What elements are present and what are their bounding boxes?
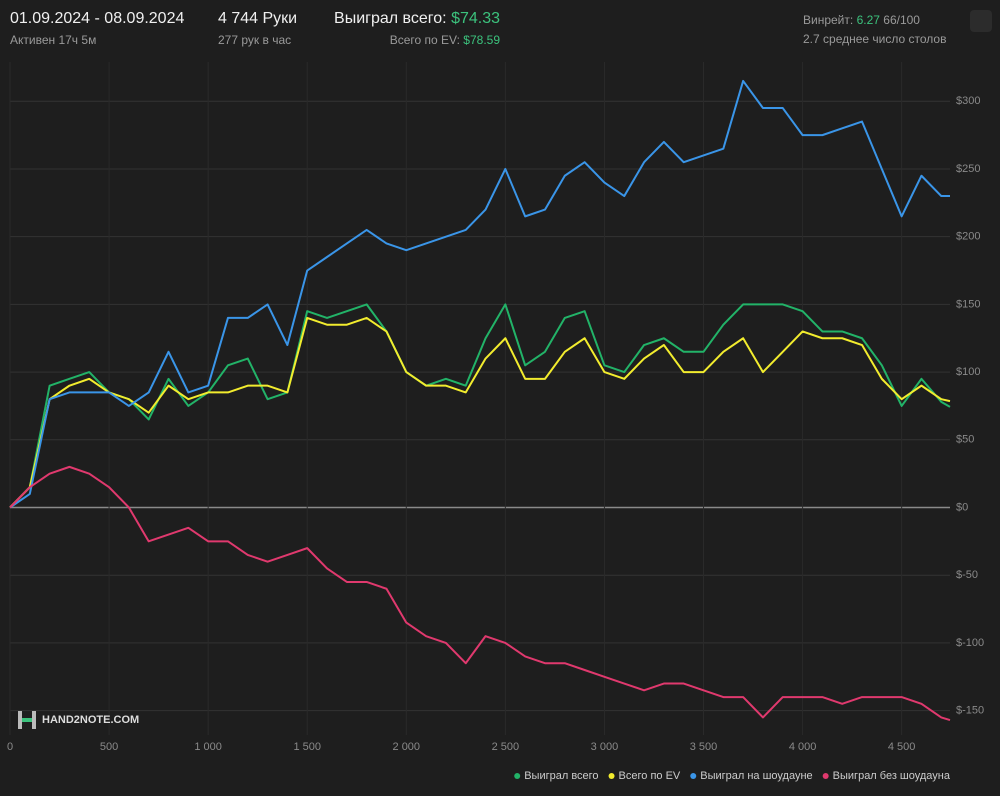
legend-label: Выиграл на шоудауне — [700, 770, 812, 782]
y-tick-label: $250 — [956, 163, 980, 175]
legend-dot — [608, 773, 615, 779]
legend-dot — [822, 773, 829, 779]
series-line — [9, 79, 950, 509]
dates-block: 01.09.2024 - 08.09.2024 Активен 17ч 5м — [10, 10, 184, 47]
y-tick-label: $50 — [956, 434, 974, 446]
x-tick-label: 3 500 — [690, 741, 718, 753]
y-tick-label: $-50 — [956, 569, 978, 581]
x-tick-label: 0 — [7, 741, 13, 753]
y-tick-label: $300 — [956, 95, 980, 107]
ev-value: $78.59 — [463, 33, 500, 47]
x-tick-label: 4 500 — [888, 741, 916, 753]
legend-dot — [514, 773, 521, 779]
x-tick-label: 2 500 — [492, 741, 520, 753]
won-value: $74.33 — [451, 10, 500, 27]
y-tick-label: $0 — [956, 501, 968, 513]
x-tick-label: 1 000 — [194, 741, 222, 753]
logo: HAND2NOTE.COM — [18, 711, 139, 729]
legend-label: Выиграл всего — [524, 770, 598, 782]
y-tick-label: $200 — [956, 231, 980, 243]
winrate-label: Винрейт: — [803, 13, 854, 27]
winrate-value: 6.27 — [856, 13, 880, 27]
dates: 01.09.2024 - 08.09.2024 — [10, 10, 185, 27]
legend-dot — [690, 773, 697, 779]
winrate-unit: 66/100 — [883, 13, 920, 27]
x-tick-label: 2 000 — [393, 741, 421, 753]
series-line — [9, 303, 951, 509]
x-tick-label: 1 500 — [293, 741, 321, 753]
series-line — [9, 316, 951, 509]
y-tick-label: $-100 — [956, 637, 984, 649]
rate: 277 рук в час — [218, 33, 292, 47]
legend: Выиграл всего Всего по EV Выиграл на шоуда… — [514, 770, 951, 782]
winrate-block: Винрейт: 6.27 66/100 2.7 среднее число с… — [803, 13, 946, 46]
y-tick-label: $150 — [956, 298, 980, 310]
won-label: Выиграл всего: — [334, 10, 447, 27]
settings-button[interactable] — [970, 10, 992, 32]
series-line — [9, 465, 951, 722]
y-tick-label: $100 — [956, 366, 980, 378]
y-tick-label: $-150 — [956, 705, 984, 717]
hands: 4 744 Руки — [218, 10, 298, 27]
won-block: Выиграл всего: $74.33 Всего по EV: $78.5… — [330, 10, 500, 47]
hands-block: 4 744 Руки 277 рук в час — [218, 10, 297, 47]
tables: 2.7 среднее число столов — [803, 32, 947, 46]
active: Активен 17ч 5м — [10, 33, 97, 47]
x-tick-label: 4 000 — [789, 741, 817, 753]
x-tick-label: 500 — [100, 741, 118, 753]
ev-label: Всего по EV: — [389, 33, 460, 47]
legend-label: Выиграл без шоудауна — [833, 770, 951, 782]
x-tick-label: 3 000 — [591, 741, 619, 753]
logo-text: HAND2NOTE.COM — [42, 714, 139, 726]
legend-label: Всего по EV — [619, 770, 681, 782]
